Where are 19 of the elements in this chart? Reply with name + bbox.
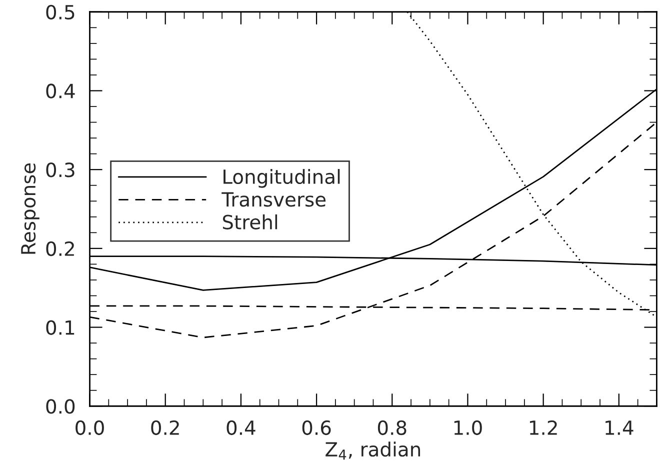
x-tick-label: 0.6 [302, 420, 331, 436]
x-tick-label: 0.2 [151, 420, 179, 436]
legend-label: Strehl [222, 214, 278, 230]
x-tick-label: 1.4 [606, 420, 634, 435]
y-tick-label: 0.0 [46, 399, 75, 414]
x-tick-label: 0.8 [378, 420, 406, 436]
x-tick-label: 1.2 [530, 420, 557, 435]
y-tick-label: 0.2 [46, 241, 74, 256]
x-axis-title: Z$_{4}$, radian [326, 442, 420, 460]
x-tick-label: 1.0 [454, 420, 482, 436]
y-tick-label: 0.1 [46, 320, 74, 335]
legend-label: Longitudinal [224, 169, 340, 188]
y-tick-label: 0.4 [46, 84, 75, 98]
x-tick-label: 0.0 [76, 420, 104, 436]
y-tick-label: 0.5 [46, 4, 74, 20]
y-tick-label: 0.3 [46, 162, 74, 178]
y-axis-title: Response [21, 163, 40, 254]
x-tick-label: 0.4 [226, 420, 256, 436]
legend-label: Transverse [222, 192, 326, 207]
